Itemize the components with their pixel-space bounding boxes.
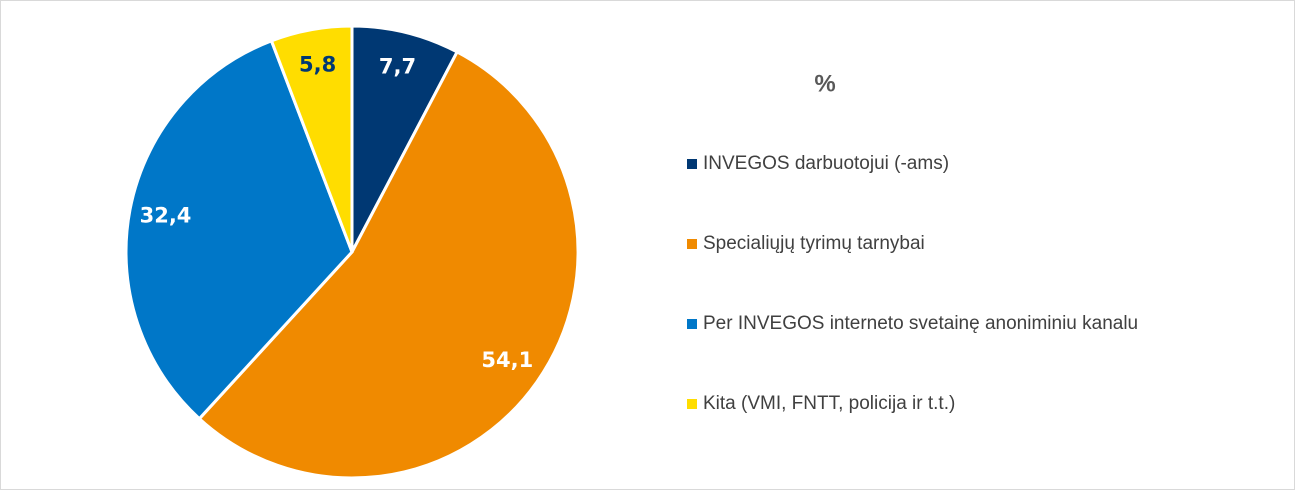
data-label: 32,4 (140, 203, 192, 227)
legend-swatch (687, 239, 697, 249)
data-label: 7,7 (379, 55, 416, 79)
legend-swatch (687, 159, 697, 169)
legend-label: Per INVEGOS interneto svetainę anonimini… (703, 313, 1138, 334)
chart-title: % (814, 70, 835, 97)
legend-swatch (687, 319, 697, 329)
pie-slice (350, 24, 460, 253)
pie-slice (124, 38, 354, 421)
data-label: 5,8 (299, 52, 336, 76)
legend-label: INVEGOS darbuotojui (-ams) (703, 153, 949, 174)
legend-swatch (687, 399, 697, 409)
data-label: 54,1 (481, 348, 533, 372)
legend-label: Specialiųjų tyrimų tarnybai (703, 233, 925, 254)
pie-slice (269, 24, 354, 253)
legend-label: Kita (VMI, FNTT, policija ir t.t.) (703, 393, 955, 414)
pie-slice (197, 49, 580, 480)
